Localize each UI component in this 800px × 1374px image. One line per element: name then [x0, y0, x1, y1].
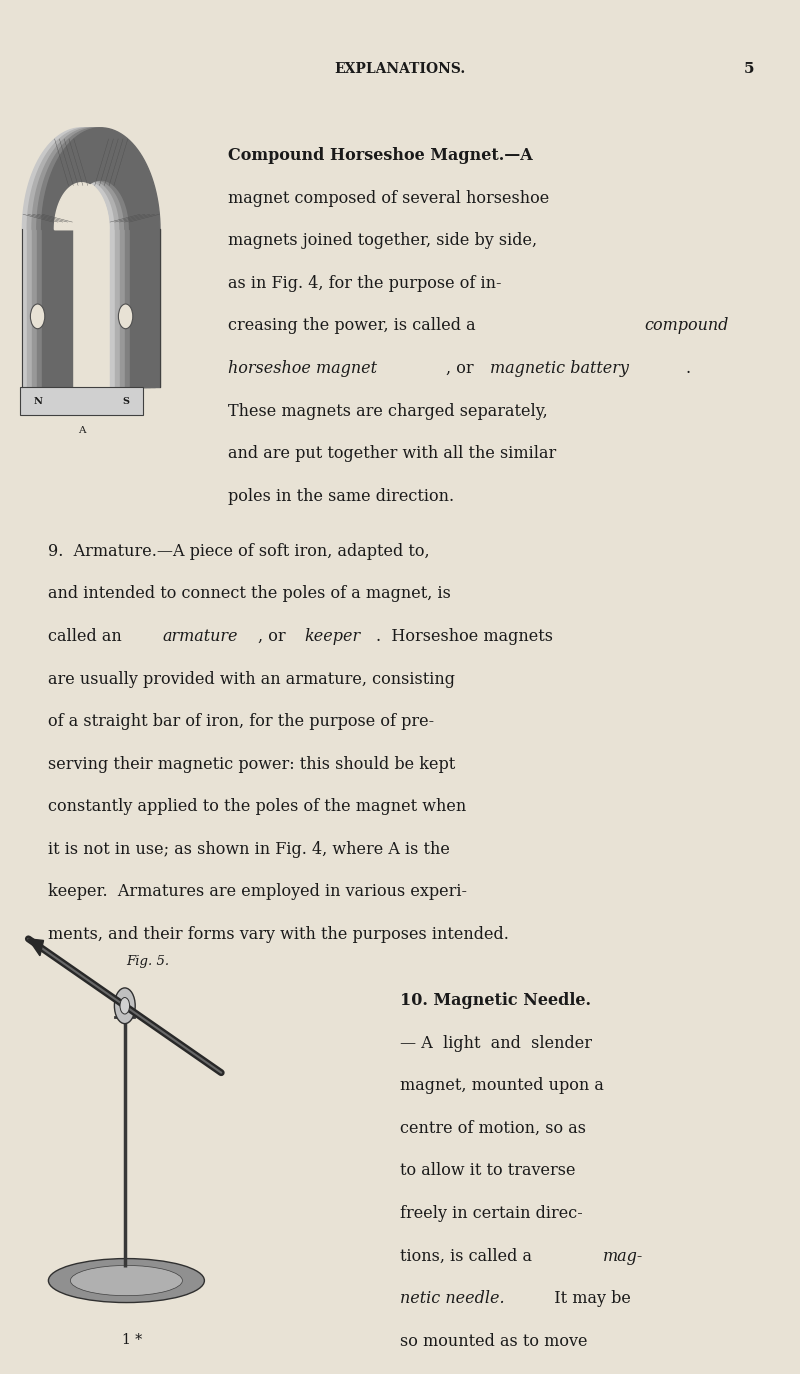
Bar [110, 229, 141, 387]
Text: 9.  Armature.—A piece of soft iron, adapted to,: 9. Armature.—A piece of soft iron, adapt… [48, 543, 430, 559]
Polygon shape [54, 183, 109, 229]
Bar [27, 229, 58, 387]
Bar [22, 229, 53, 387]
Text: horseshoe magnet: horseshoe magnet [228, 360, 377, 376]
Text: keeper.  Armatures are employed in various experi-: keeper. Armatures are employed in variou… [48, 883, 467, 900]
Bar [120, 229, 150, 387]
Text: 10. Magnetic Needle.: 10. Magnetic Needle. [400, 992, 591, 1009]
Bar [37, 229, 67, 387]
Bar [42, 229, 72, 387]
Text: magnetic battery: magnetic battery [490, 360, 629, 376]
Ellipse shape [49, 1259, 205, 1303]
Text: S: S [122, 397, 129, 405]
Text: compound: compound [645, 317, 729, 334]
Text: Fig. 4.: Fig. 4. [50, 144, 94, 157]
Text: poles in the same direction.: poles in the same direction. [228, 488, 454, 504]
Text: mag-: mag- [602, 1248, 642, 1264]
Circle shape [118, 304, 133, 328]
Polygon shape [42, 128, 160, 229]
Polygon shape [27, 128, 146, 229]
Text: .  Horseshoe magnets: . Horseshoe magnets [376, 628, 553, 644]
Ellipse shape [70, 1265, 182, 1296]
Text: Compound Horseshoe Magnet.—A: Compound Horseshoe Magnet.—A [228, 147, 533, 164]
Polygon shape [32, 128, 150, 229]
Text: centre of motion, so as: centre of motion, so as [400, 1120, 586, 1136]
Text: magnets joined together, side by side,: magnets joined together, side by side, [228, 232, 537, 249]
Bar [125, 229, 155, 387]
Text: creasing the power, is called a: creasing the power, is called a [228, 317, 481, 334]
Text: and are put together with all the similar: and are put together with all the simila… [228, 445, 556, 462]
Text: keeper: keeper [305, 628, 361, 644]
Polygon shape [28, 938, 43, 956]
Text: freely in certain direc-: freely in certain direc- [400, 1205, 582, 1221]
Text: magnet composed of several horseshoe: magnet composed of several horseshoe [228, 190, 550, 206]
Text: to allow it to traverse: to allow it to traverse [400, 1162, 575, 1179]
Bar [130, 229, 160, 387]
Bar [115, 229, 146, 387]
Text: constantly applied to the poles of the magnet when: constantly applied to the poles of the m… [48, 798, 466, 815]
Text: ments, and their forms vary with the purposes intended.: ments, and their forms vary with the pur… [48, 926, 509, 943]
Text: it is not in use; as shown in Fig. 4, where A is the: it is not in use; as shown in Fig. 4, wh… [48, 841, 450, 857]
Text: N: N [33, 397, 42, 405]
Polygon shape [37, 128, 155, 229]
Bar [20, 387, 143, 415]
Text: so mounted as to move: so mounted as to move [400, 1333, 587, 1349]
Text: .: . [686, 360, 690, 376]
Text: These magnets are charged separately,: These magnets are charged separately, [228, 403, 548, 419]
Text: 1 *: 1 * [122, 1333, 142, 1347]
Text: and intended to connect the poles of a magnet, is: and intended to connect the poles of a m… [48, 585, 451, 602]
Text: tions, is called a: tions, is called a [400, 1248, 537, 1264]
Text: magnet, mounted upon a: magnet, mounted upon a [400, 1077, 604, 1094]
Circle shape [114, 988, 135, 1024]
Text: serving their magnetic power: this should be kept: serving their magnetic power: this shoul… [48, 756, 455, 772]
Text: A: A [78, 426, 86, 436]
Text: — A  light  and  slender: — A light and slender [400, 1035, 592, 1051]
Text: , or: , or [446, 360, 479, 376]
Text: of a straight bar of iron, for the purpose of pre-: of a straight bar of iron, for the purpo… [48, 713, 434, 730]
Text: Fig. 5.: Fig. 5. [126, 955, 170, 967]
Text: called an: called an [48, 628, 127, 644]
Text: armature: armature [162, 628, 238, 644]
Polygon shape [22, 128, 141, 229]
Circle shape [120, 998, 130, 1014]
Text: 5: 5 [744, 62, 754, 76]
Text: It may be: It may be [544, 1290, 631, 1307]
Bar [32, 229, 62, 387]
Text: are usually provided with an armature, consisting: are usually provided with an armature, c… [48, 671, 455, 687]
Text: EXPLANATIONS.: EXPLANATIONS. [334, 62, 466, 76]
Circle shape [30, 304, 45, 328]
Text: netic needle.: netic needle. [400, 1290, 505, 1307]
Text: , or: , or [258, 628, 291, 644]
Text: as in Fig. 4, for the purpose of in-: as in Fig. 4, for the purpose of in- [228, 275, 502, 291]
